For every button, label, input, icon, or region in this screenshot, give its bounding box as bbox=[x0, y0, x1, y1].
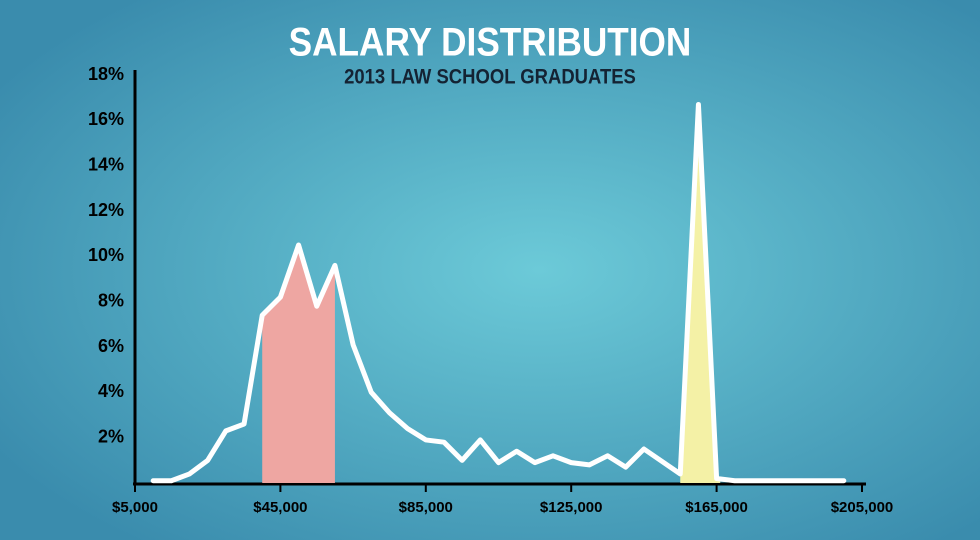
y-tick-label: 6% bbox=[98, 336, 124, 356]
y-tick-label: 2% bbox=[98, 426, 124, 446]
x-tick-label: $165,000 bbox=[685, 499, 748, 516]
salary-line bbox=[150, 101, 847, 484]
chart-subtitle: 2013 LAW SCHOOL GRADUATES bbox=[344, 65, 636, 88]
x-tick-label: $85,000 bbox=[399, 499, 453, 516]
chart-title: SALARY DISTRIBUTION bbox=[289, 19, 692, 64]
x-tick-label: $205,000 bbox=[831, 499, 894, 516]
y-tick-label: 16% bbox=[88, 109, 124, 129]
x-tick-label: $125,000 bbox=[540, 499, 603, 516]
y-tick-label: 14% bbox=[88, 154, 124, 174]
highlight-area bbox=[262, 245, 335, 483]
y-tick-label: 8% bbox=[98, 290, 124, 310]
y-tick-label: 18% bbox=[88, 64, 124, 84]
x-tick-label: $45,000 bbox=[253, 499, 307, 516]
y-tick-label: 10% bbox=[88, 245, 124, 265]
y-tick-label: 12% bbox=[88, 200, 124, 220]
y-tick-label: 4% bbox=[98, 381, 124, 401]
x-tick-label: $5,000 bbox=[112, 499, 158, 516]
